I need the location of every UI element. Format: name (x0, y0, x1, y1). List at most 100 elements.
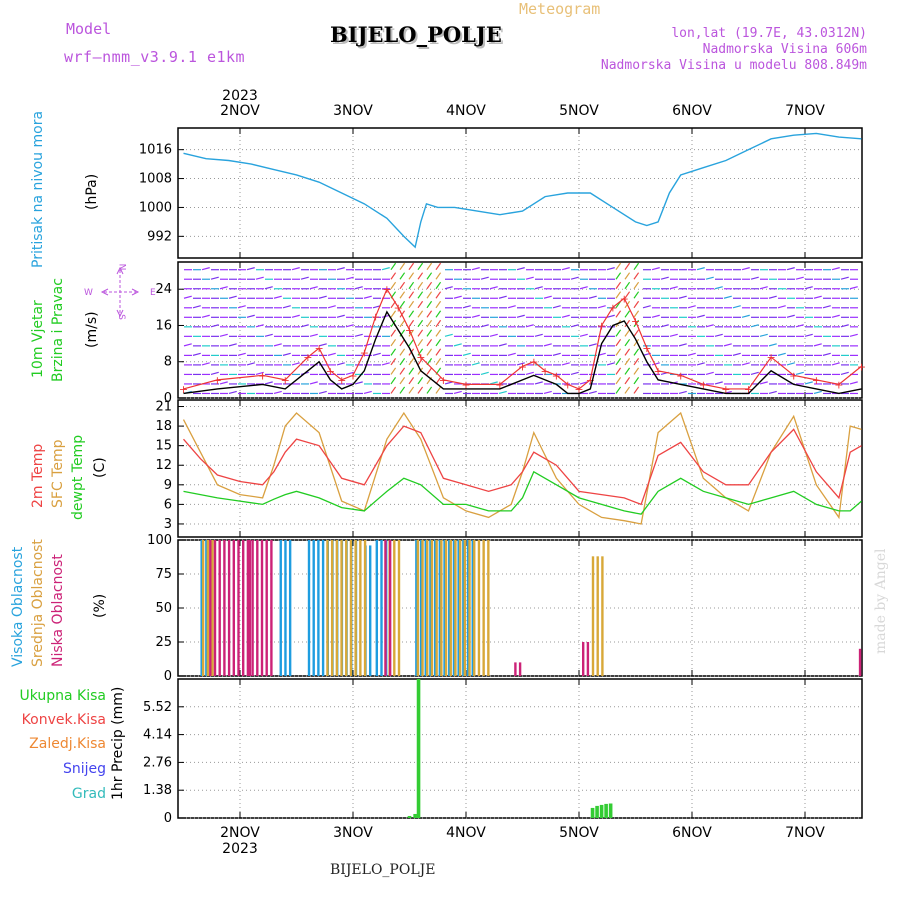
wind-barb (786, 267, 795, 271)
wind-barb (192, 305, 201, 309)
wind-barb (426, 338, 433, 347)
wind-barb (705, 324, 714, 328)
wind-barb (651, 314, 660, 318)
model-elevation-text: Nadmorska Visina u modelu 808.849m (600, 58, 867, 73)
wind-barb (453, 295, 462, 299)
gust-point: + (574, 383, 583, 396)
wind-barb (822, 352, 831, 356)
wind-barb (399, 272, 406, 280)
product-title: Meteogram (519, 0, 601, 18)
gust-point: + (337, 374, 346, 387)
gust-point: + (676, 369, 685, 382)
bottom-day-label: 4NOV (446, 825, 486, 841)
wind-barb (516, 267, 525, 271)
cloud-bar-mid (444, 540, 448, 676)
cloud-bar-high (288, 540, 292, 676)
wind-barb (408, 300, 415, 309)
y-tick-label: 8 (164, 355, 172, 370)
wind-barb (372, 352, 381, 356)
top-year-label: 2023 (222, 88, 258, 104)
wind-barb (183, 295, 192, 299)
wind-barb (543, 390, 552, 395)
wind-barb (678, 390, 687, 395)
wind-barb (435, 348, 442, 356)
wind-barb (624, 386, 631, 394)
wind-barb (390, 377, 397, 385)
t2m-line (183, 425, 862, 506)
cloud-bar-mid (397, 540, 401, 676)
wind-barb (840, 371, 849, 376)
wind-barb (561, 267, 570, 271)
cloud-bar-high (312, 540, 315, 676)
wind-barb (633, 272, 640, 280)
wind-barb (543, 295, 552, 299)
cloud-bar-high (433, 540, 437, 676)
y-tick-label: 1008 (139, 172, 172, 187)
wind-barb (768, 390, 777, 395)
y-tick-label: 992 (147, 229, 172, 244)
cloud-bar-low (518, 662, 522, 676)
wind-barb (570, 276, 579, 280)
wind-barb (417, 338, 424, 347)
cloud-bar-low (265, 540, 268, 676)
wind-barb (390, 348, 397, 356)
wind-barb (417, 329, 424, 337)
wind-barb (624, 272, 631, 280)
wind-barb (624, 291, 631, 299)
cloud-bar-low (384, 540, 387, 676)
wind-barb (795, 324, 804, 328)
wind-barb (552, 352, 561, 356)
wind-barb (435, 281, 442, 290)
wind-barb (309, 381, 318, 385)
cloud-bar-high (321, 540, 325, 676)
wind-barb (768, 295, 777, 299)
wind-barb (417, 310, 424, 318)
cloud-bar-high (438, 540, 442, 676)
wind-barb (426, 348, 433, 356)
cloud-bar-mid (416, 540, 420, 676)
gust-point: + (348, 369, 357, 382)
precip-bar (608, 803, 613, 818)
cloud-bar-low (223, 540, 226, 676)
top-day-label: 5NOV (559, 103, 599, 119)
cloud-bar-low (218, 540, 221, 676)
wind-barb (390, 367, 397, 375)
wind-barb (705, 276, 714, 280)
wind-barb (849, 333, 858, 337)
wind-barb (633, 338, 640, 347)
wind-barb (552, 305, 561, 309)
gust-point: + (563, 378, 572, 391)
wind-barb (426, 300, 433, 309)
wind-barb (804, 381, 813, 385)
wind-barb (660, 276, 669, 280)
wind-barb (633, 329, 640, 337)
top-day-label: 6NOV (672, 103, 712, 119)
wind-barb (336, 267, 345, 271)
wind-barb (426, 291, 433, 299)
cloud-bar-mid (326, 540, 329, 676)
wind-barb (786, 314, 795, 318)
cloud-bar-mid (454, 540, 457, 676)
wind-barb (813, 343, 822, 347)
wind-barb (804, 333, 813, 337)
wind-barb (228, 343, 237, 347)
wind-barb (381, 267, 390, 271)
wind-barb (291, 362, 300, 366)
cloud-bar-mid (463, 540, 467, 676)
gust-point: + (258, 369, 267, 382)
wind-barb (408, 319, 415, 328)
precipitation-panel (407, 679, 613, 818)
cloud-bar-mid (393, 540, 396, 676)
wind-barb (363, 343, 372, 347)
wind-barb (687, 305, 696, 309)
wind-barb (435, 358, 442, 366)
wind-barb (318, 390, 327, 395)
y-tick-label: 3 (164, 517, 172, 532)
wind-barb (777, 305, 786, 309)
wind-barb (498, 390, 507, 395)
gust-point: + (213, 374, 222, 387)
wind-barb (795, 276, 804, 280)
wind-compass-e: E (150, 288, 156, 298)
gust-point: + (303, 351, 312, 364)
